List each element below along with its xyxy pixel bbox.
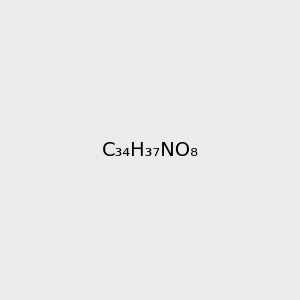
Text: C₃₄H₃₇NO₈: C₃₄H₃₇NO₈ (101, 140, 199, 160)
